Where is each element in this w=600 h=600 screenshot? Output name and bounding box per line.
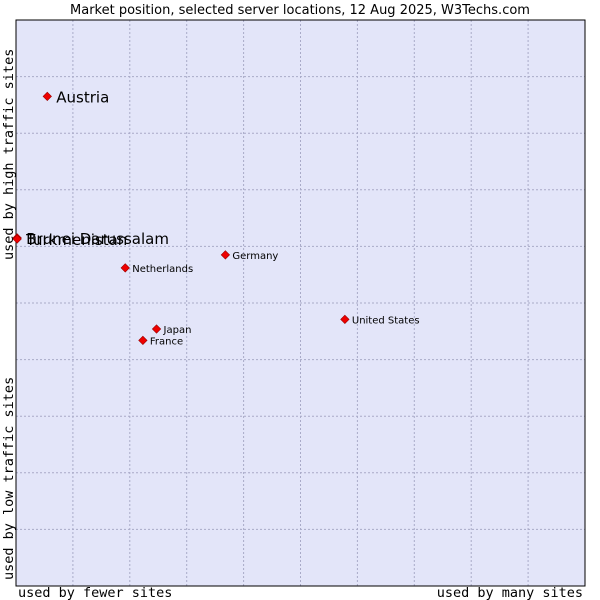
point-turkmenistan: Turkmenistan (12, 231, 127, 249)
point-marker (12, 234, 22, 244)
chart-title: Market position, selected server locatio… (70, 3, 530, 18)
point-label: Netherlands (132, 264, 193, 275)
point-label: Brunei Darussalam (26, 230, 169, 248)
y-label-low-traffic: used by low traffic sites (1, 377, 17, 580)
x-label-many-sites: used by many sites (437, 585, 583, 600)
point-marker (42, 91, 52, 102)
point-marker (340, 314, 350, 325)
point-japan: Japan (151, 324, 192, 336)
point-netherlands: Netherlands (120, 263, 193, 275)
point-germany: Germany (220, 250, 278, 262)
point-label: Germany (232, 251, 278, 262)
point-marker (151, 324, 162, 334)
y-label-high-traffic: used by high traffic sites (1, 49, 17, 260)
point-label: Japan (163, 325, 192, 336)
point-marker (120, 263, 130, 273)
point-france: France (138, 335, 183, 347)
point-marker (220, 250, 231, 260)
plot-border (15, 19, 586, 587)
point-marker (138, 335, 148, 345)
point-austria: Austria (42, 88, 109, 106)
x-label-fewer-sites: used by fewer sites (18, 585, 172, 600)
point-united-states: United States (340, 314, 420, 326)
grid (16, 20, 585, 586)
point-label: United States (352, 315, 420, 326)
point-label: Turkmenistan (25, 231, 127, 249)
point-label: Austria (56, 88, 109, 106)
point-label: France (150, 336, 183, 347)
